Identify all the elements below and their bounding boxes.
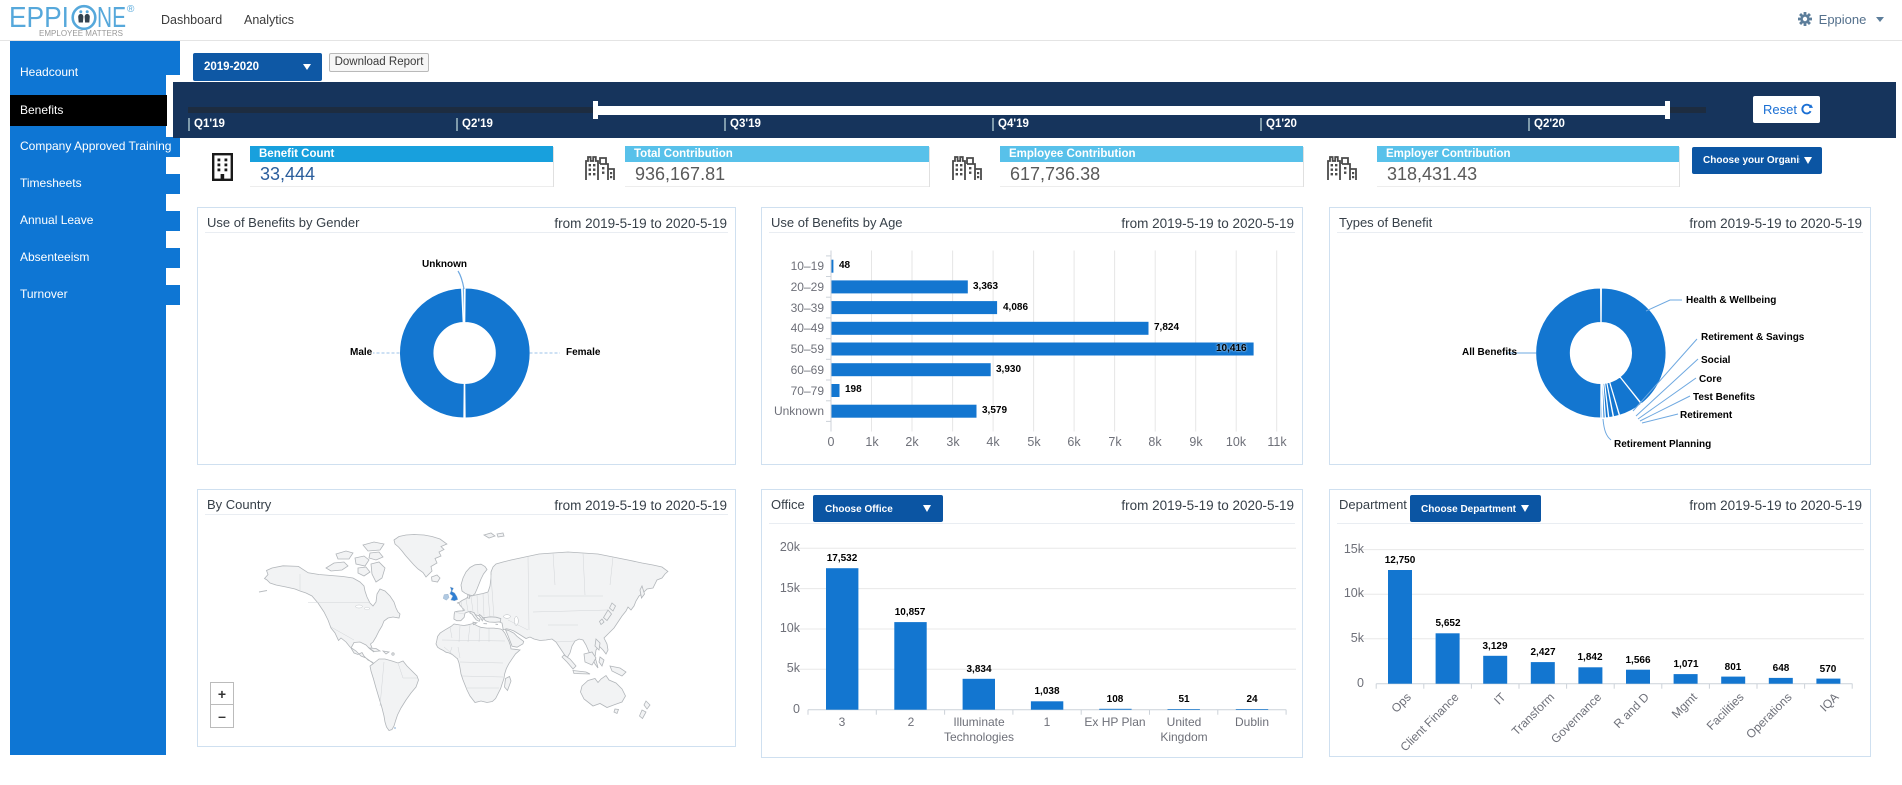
svg-text:EPPI: EPPI — [9, 2, 69, 34]
svg-text:®: ® — [127, 4, 135, 15]
svg-text:EMPLOYEE MATTERS: EMPLOYEE MATTERS — [39, 29, 123, 38]
svg-text:NE: NE — [97, 2, 126, 34]
